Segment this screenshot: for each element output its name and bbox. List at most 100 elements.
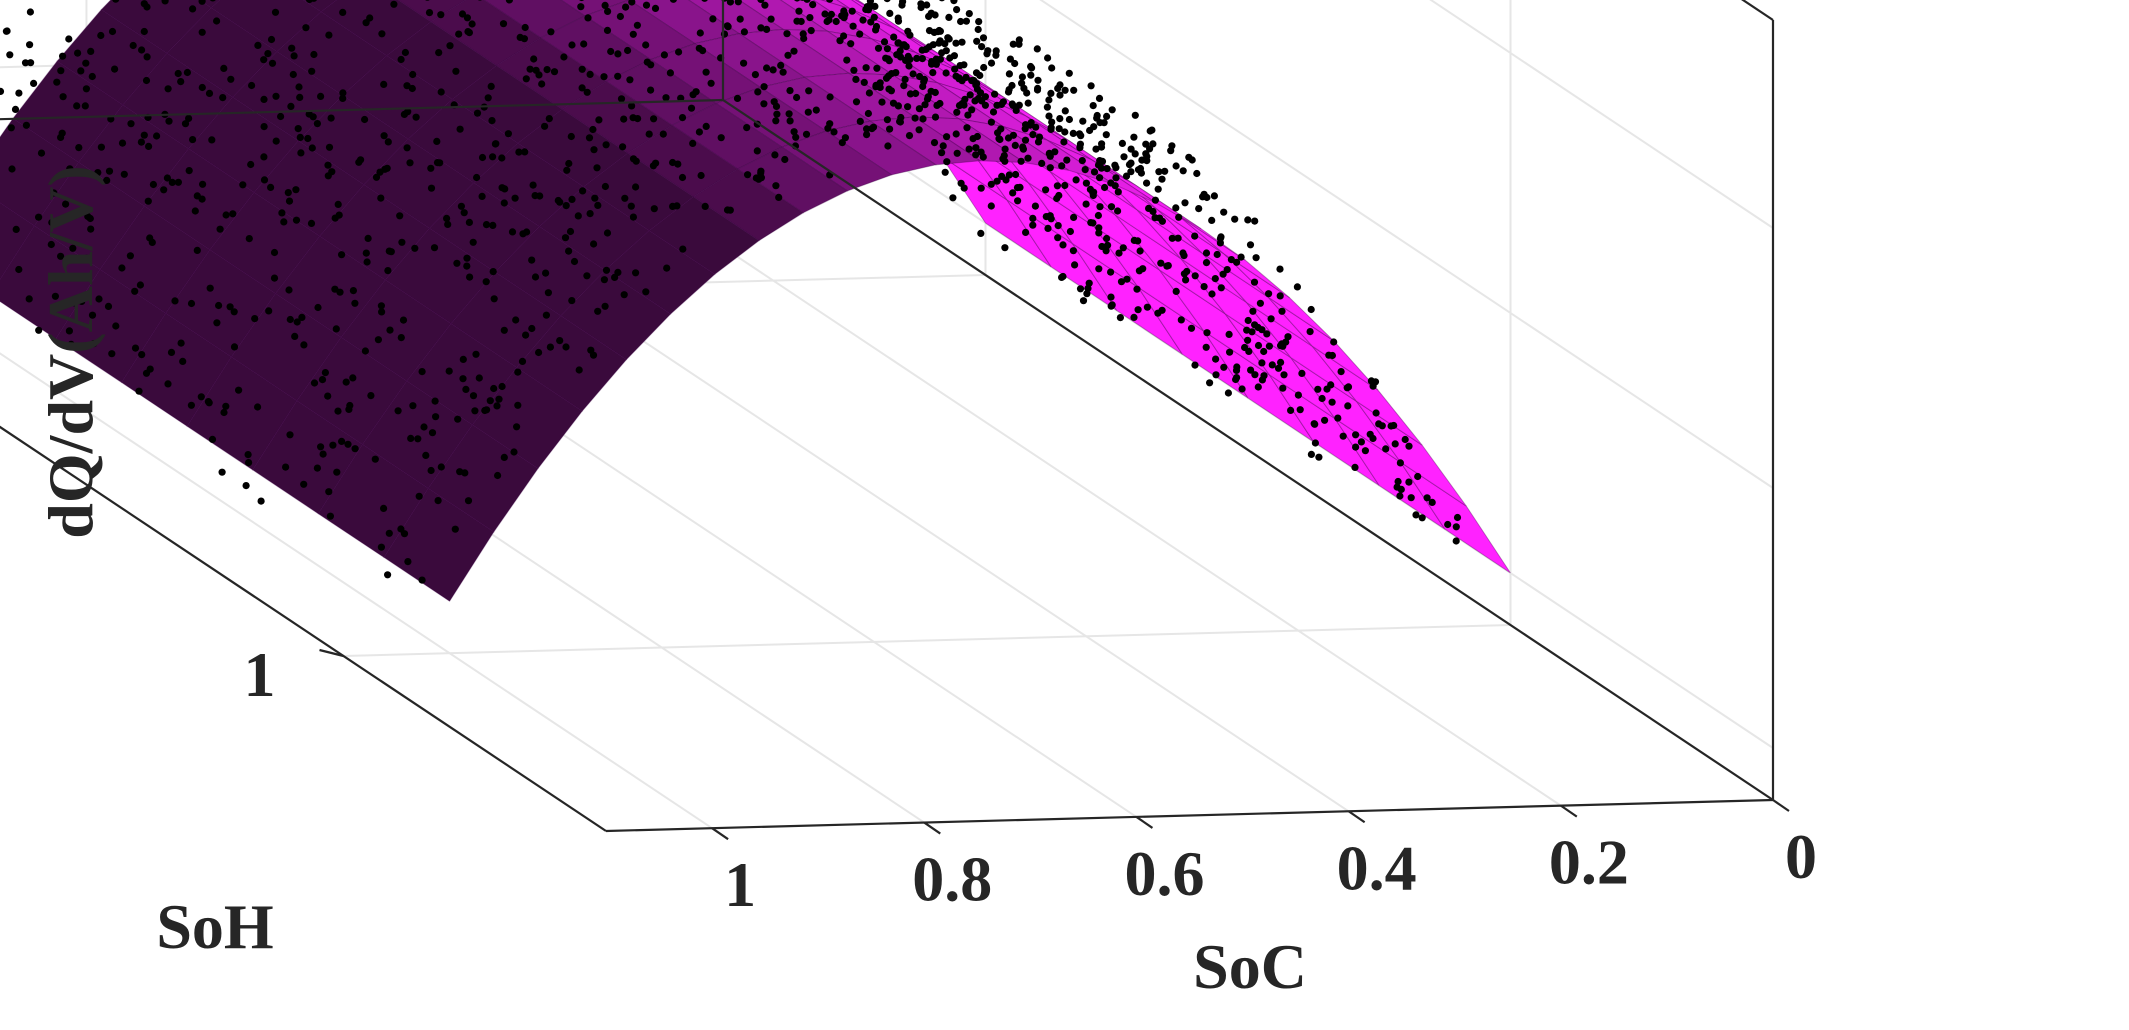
data-point [310, 379, 319, 387]
data-point [292, 216, 301, 224]
data-point [556, 198, 564, 206]
data-point [326, 512, 334, 520]
data-point [826, 0, 834, 3]
data-point [579, 187, 587, 195]
data-point [463, 14, 471, 22]
data-point [1396, 492, 1404, 500]
data-point [777, 61, 785, 69]
data-point [198, 83, 206, 92]
data-point [1208, 290, 1216, 298]
data-point [1330, 338, 1338, 346]
data-point [795, 7, 803, 15]
data-point [675, 48, 683, 56]
data-point [427, 466, 435, 475]
data-point [1213, 250, 1221, 259]
data-point [740, 59, 748, 67]
data-point [198, 195, 206, 203]
data-point [377, 543, 385, 551]
data-point [459, 375, 467, 383]
data-point [772, 102, 781, 110]
data-point [1327, 381, 1335, 389]
data-point [579, 0, 585, 2]
data-point [849, 22, 857, 30]
data-point [245, 459, 253, 467]
data-point [1179, 249, 1187, 257]
data-point [270, 274, 279, 282]
surface-plot [0, 0, 1511, 602]
data-point [892, 69, 900, 77]
data-point [466, 273, 474, 281]
data-point [1453, 513, 1462, 522]
data-point [282, 463, 290, 471]
data-point [1237, 253, 1245, 261]
data-point [531, 273, 540, 281]
data-point [493, 402, 501, 410]
data-point [931, 11, 939, 19]
data-point [181, 120, 190, 128]
data-point [763, 25, 771, 33]
data-point [67, 340, 75, 348]
data-point [872, 22, 881, 31]
data-point [1042, 186, 1050, 194]
data-point [1212, 355, 1220, 363]
data-point [526, 65, 534, 73]
data-point [21, 59, 30, 67]
data-point [168, 178, 176, 186]
data-point [1428, 498, 1436, 506]
data-point [997, 100, 1006, 108]
data-point [1118, 139, 1126, 147]
data-point [484, 94, 492, 102]
data-point [490, 384, 498, 393]
data-point [757, 24, 765, 32]
data-point [1164, 262, 1172, 270]
data-point [825, 16, 833, 24]
data-point [701, 0, 708, 2]
data-point [987, 118, 996, 126]
data-point [1143, 179, 1151, 187]
data-point [1276, 265, 1284, 273]
data-point [1107, 179, 1115, 187]
data-point [793, 93, 801, 102]
data-point [1396, 459, 1404, 467]
data-point [864, 109, 873, 118]
data-point [931, 113, 940, 121]
data-point [278, 209, 286, 217]
data-point [1161, 167, 1169, 175]
data-point [917, 3, 925, 12]
surface-patch [0, 202, 36, 281]
data-point [896, 118, 905, 126]
data-point [1015, 40, 1023, 48]
data-point [602, 141, 610, 149]
data-point [270, 248, 279, 257]
data-point [978, 97, 986, 105]
data-point [1136, 247, 1144, 255]
data-point [1046, 164, 1054, 172]
data-point [197, 393, 205, 401]
data-point [952, 72, 960, 80]
data-point [726, 206, 734, 214]
data-point [1009, 101, 1017, 109]
data-point [775, 193, 783, 201]
data-point [632, 183, 640, 191]
data-point [380, 80, 388, 88]
data-point [1103, 112, 1111, 120]
data-point [140, 131, 148, 139]
data-point [1249, 307, 1257, 315]
data-point [950, 0, 958, 5]
data-point [90, 340, 98, 348]
data-point [963, 124, 971, 132]
x-tick-label: 0.8 [912, 844, 992, 915]
data-point [284, 189, 292, 197]
data-point [138, 351, 146, 359]
data-point [1265, 290, 1273, 298]
x-tick-mark [1560, 804, 1578, 818]
data-point [26, 41, 34, 49]
data-point [1048, 64, 1056, 72]
data-point [1216, 234, 1224, 243]
data-point [1151, 214, 1159, 222]
data-point [906, 31, 914, 39]
data-point [1027, 71, 1035, 79]
data-point [339, 8, 347, 16]
data-point [518, 357, 527, 365]
